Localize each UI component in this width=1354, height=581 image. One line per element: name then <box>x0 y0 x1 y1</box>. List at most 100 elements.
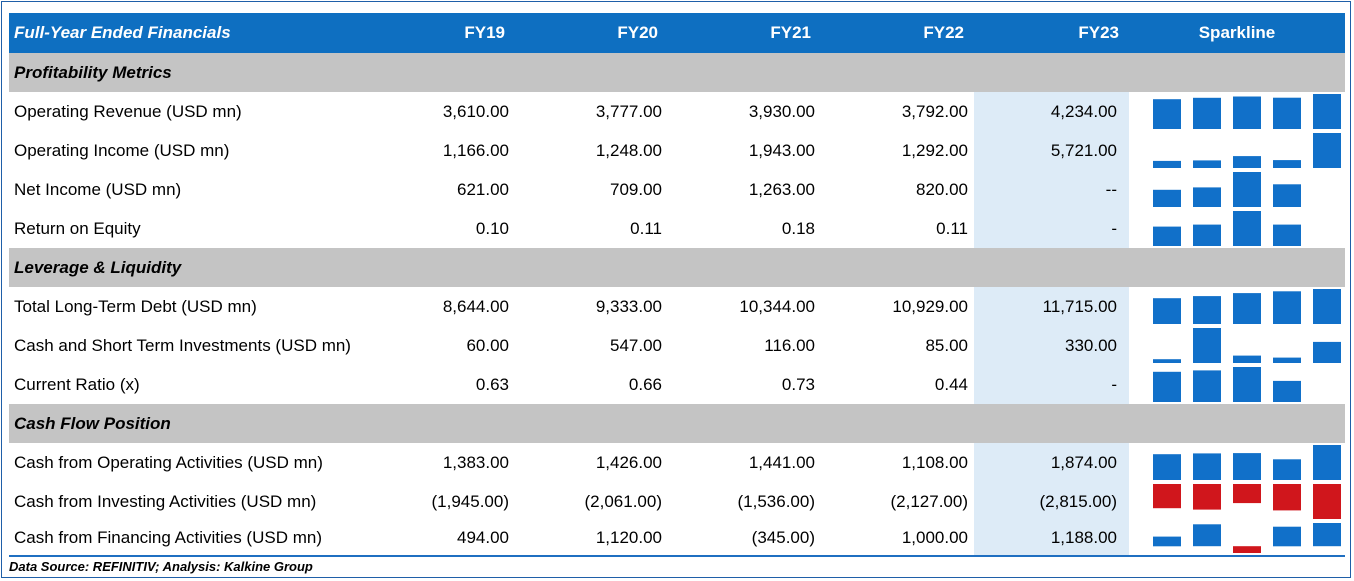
col-header-fy21: FY21 <box>668 13 821 53</box>
value-cell-fy22: 820.00 <box>916 179 968 199</box>
value-cell-fy23: 11,715.00 <box>974 287 1129 326</box>
sparkline-bar <box>1233 293 1261 324</box>
value-cell-fy23: 4,234.00 <box>974 92 1129 131</box>
sparkline-bar <box>1153 454 1181 480</box>
value-cell-fy21: (1,536.00) <box>737 491 816 511</box>
section-row: Cash Flow Position <box>9 404 1345 443</box>
sparkline-cell <box>1129 326 1345 365</box>
table-title: Full-Year Ended Financials <box>9 13 366 53</box>
sparkline-bar <box>1273 184 1301 207</box>
sparkline-bar <box>1233 453 1261 480</box>
table-row: Return on Equity 0.10 0.11 0.18 0.11- <box>9 209 1345 248</box>
table-row: Current Ratio (x) 0.63 0.66 0.73 0.44- <box>9 365 1345 404</box>
value-cell-fy22: 10,929.00 <box>892 296 968 316</box>
sparkline-bar <box>1313 94 1341 129</box>
sparkline-bar <box>1273 160 1301 168</box>
sparkline-bar <box>1193 453 1221 480</box>
sparkline <box>1153 94 1341 129</box>
section-row: Leverage & Liquidity <box>9 248 1345 287</box>
metric-label: Cash from Financing Activities (USD mn) <box>9 521 366 557</box>
sparkline-bar <box>1193 296 1221 324</box>
value-cell-fy19: 0.63 <box>475 374 509 394</box>
value-cell-fy23: - <box>974 365 1129 404</box>
sparkline <box>1153 328 1341 363</box>
value-cell-fy22: 0.44 <box>934 374 968 394</box>
value-cell-fy20: 0.66 <box>628 374 662 394</box>
table-row: Total Long-Term Debt (USD mn) 8,644.00 9,3… <box>9 287 1345 326</box>
metric-label: Operating Income (USD mn) <box>14 140 230 160</box>
sparkline-bar <box>1233 367 1261 402</box>
sparkline-bar <box>1273 291 1301 324</box>
sparkline-cell <box>1129 443 1345 482</box>
sparkline-cell <box>1129 521 1345 557</box>
financials-table: Full-Year Ended Financials FY19 FY20 FY2… <box>9 13 1345 557</box>
metric-label: Net Income (USD mn) <box>14 179 182 199</box>
value-cell-fy20: 1,120.00 <box>515 521 668 557</box>
value-cell-fy23: 1,874.00 <box>974 443 1129 482</box>
sparkline-bar <box>1153 371 1181 402</box>
value-cell-fy19: (1,945.00) <box>431 491 510 511</box>
col-header-sparkline: Sparkline <box>1129 13 1345 53</box>
value-cell-fy21: 1,263.00 <box>748 179 815 199</box>
sparkline-bar <box>1233 546 1261 553</box>
value-cell-fy20: 3,777.00 <box>595 101 662 121</box>
sparkline-bar <box>1153 536 1181 547</box>
metric-label: Cash from Operating Activities (USD mn) <box>14 452 323 472</box>
value-cell-fy23: -- <box>974 170 1129 209</box>
section-title: Cash Flow Position <box>9 404 1345 443</box>
sparkline <box>1153 211 1301 246</box>
metric-label: Current Ratio (x) <box>14 374 140 394</box>
value-cell-fy23: - <box>974 209 1129 248</box>
sparkline-bar <box>1193 328 1221 363</box>
value-cell-fy19: 1,383.00 <box>442 452 509 472</box>
table-row: Operating Revenue (USD mn) 3,610.00 3,777.… <box>9 92 1345 131</box>
metric-label: Operating Revenue (USD mn) <box>14 101 242 121</box>
section-title: Leverage & Liquidity <box>9 248 1345 287</box>
sparkline-bar <box>1153 160 1181 168</box>
sparkline-bar <box>1193 370 1221 402</box>
sparkline-bar <box>1193 484 1221 510</box>
sparkline-bar <box>1193 224 1221 246</box>
sparkline-cell <box>1129 209 1345 248</box>
value-cell-fy21: 0.73 <box>781 374 815 394</box>
sparkline-bar <box>1233 484 1261 504</box>
sparkline-bar <box>1313 523 1341 547</box>
sparkline <box>1153 484 1341 519</box>
sparkline-bar <box>1233 96 1261 129</box>
sparkline-bar <box>1273 484 1301 511</box>
value-cell-fy20: 1,426.00 <box>595 452 662 472</box>
table-row: Cash from Financing Activities (USD mn) 4… <box>9 521 1345 557</box>
sparkline-bar <box>1233 211 1261 246</box>
sparkline-bar <box>1193 97 1221 129</box>
sparkline-bar <box>1313 341 1341 363</box>
sparkline-bar <box>1153 189 1181 207</box>
sparkline <box>1153 172 1301 207</box>
value-cell-fy20: (2,061.00) <box>584 491 663 511</box>
value-cell-fy22: 3,792.00 <box>901 101 968 121</box>
table-row: Net Income (USD mn) 621.00 709.00 1,263.00 8… <box>9 170 1345 209</box>
sparkline-bar <box>1313 289 1341 324</box>
sparkline-bar <box>1273 357 1301 363</box>
sparkline <box>1153 133 1341 168</box>
sparkline-bar <box>1313 445 1341 480</box>
value-cell-fy19: 0.10 <box>475 218 509 238</box>
sparkline-cell <box>1129 365 1345 404</box>
sparkline-bar <box>1153 99 1181 129</box>
value-cell-fy21: 0.18 <box>781 218 815 238</box>
sparkline <box>1153 289 1341 324</box>
col-header-fy23: FY23 <box>974 13 1129 53</box>
value-cell-fy21: (345.00) <box>668 521 821 557</box>
sparkline-bar <box>1233 355 1261 363</box>
col-header-fy20: FY20 <box>515 13 668 53</box>
data-source-note: Data Source: REFINITIV; Analysis: Kalkin… <box>9 559 313 574</box>
sparkline-bar <box>1153 298 1181 324</box>
value-cell-fy23: 5,721.00 <box>974 131 1129 170</box>
sparkline-bar <box>1153 484 1181 509</box>
sparkline-bar <box>1273 224 1301 246</box>
table-row: Operating Income (USD mn) 1,166.00 1,248.0… <box>9 131 1345 170</box>
value-cell-fy19: 621.00 <box>457 179 509 199</box>
metric-label: Total Long-Term Debt (USD mn) <box>14 296 257 316</box>
value-cell-fy19: 8,644.00 <box>442 296 509 316</box>
sparkline <box>1153 523 1341 553</box>
